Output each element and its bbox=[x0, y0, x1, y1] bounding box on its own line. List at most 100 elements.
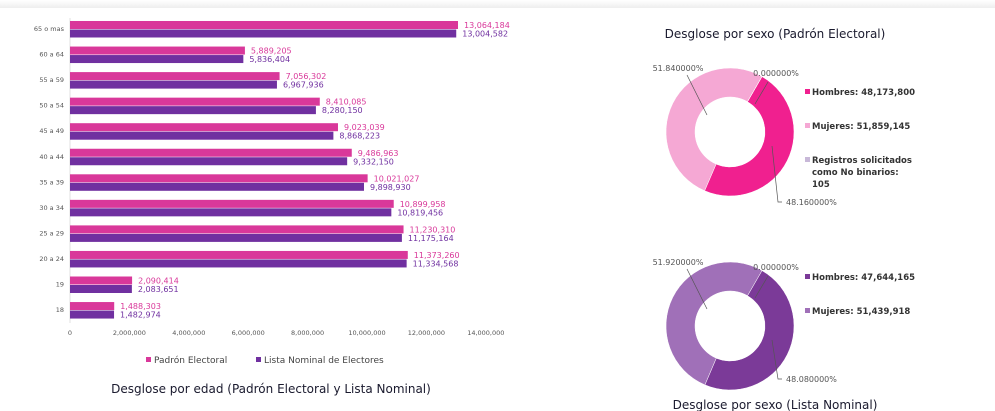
pct-label-nobinario: 0.000000% bbox=[753, 69, 799, 78]
data-label: 9,486,963 bbox=[358, 149, 399, 158]
bar-padron bbox=[70, 72, 280, 81]
x-tick-label: 0 bbox=[68, 329, 72, 337]
legend-hombres: Hombres: 48,173,800 bbox=[812, 88, 915, 98]
data-label: 13,064,184 bbox=[464, 21, 510, 30]
x-tick-label: 10,000,000 bbox=[348, 329, 385, 337]
data-label: 1,482,974 bbox=[120, 311, 161, 320]
data-label: 1,488,303 bbox=[120, 302, 161, 311]
leader-line bbox=[771, 145, 782, 203]
pct-label-mujeres: 51.840000% bbox=[653, 64, 704, 73]
bar-lista bbox=[70, 233, 402, 242]
data-label: 8,868,223 bbox=[339, 132, 380, 141]
pct-label-mujeres: 51.920000% bbox=[653, 258, 704, 267]
pct-label-hombres: 48.160000% bbox=[786, 198, 837, 207]
x-tick-label: 8,000,000 bbox=[291, 329, 324, 337]
category-label: 40 a 44 bbox=[39, 153, 64, 161]
bar-padron bbox=[70, 302, 115, 311]
x-tick-label: 6,000,000 bbox=[232, 329, 265, 337]
bar-lista bbox=[70, 157, 348, 166]
legend-swatch bbox=[805, 89, 810, 94]
data-label: 8,410,085 bbox=[326, 98, 367, 107]
legend-swatch-padron bbox=[146, 357, 151, 362]
x-tick-label: 12,000,000 bbox=[408, 329, 445, 337]
bar-padron bbox=[70, 123, 338, 132]
legend-swatch-lista bbox=[256, 357, 261, 362]
bar-padron bbox=[70, 250, 408, 259]
legend-hombres: Hombres: 47,644,165 bbox=[812, 273, 915, 283]
leader-line bbox=[754, 275, 769, 299]
legend-nobinario: Registros solicitados bbox=[812, 156, 912, 166]
x-tick-label: 2,000,000 bbox=[113, 329, 146, 337]
data-label: 11,230,310 bbox=[410, 225, 456, 234]
data-label: 5,889,205 bbox=[251, 47, 292, 56]
legend-swatch bbox=[805, 308, 810, 313]
bar-padron bbox=[70, 97, 320, 106]
data-label: 9,023,039 bbox=[344, 123, 385, 132]
data-label: 11,175,164 bbox=[408, 234, 454, 243]
data-label: 2,083,651 bbox=[138, 285, 179, 294]
category-label: 55 a 59 bbox=[39, 76, 64, 84]
bar-lista bbox=[70, 29, 457, 38]
bar-padron bbox=[70, 148, 352, 157]
legend-mujeres: Mujeres: 51,439,918 bbox=[812, 307, 910, 317]
bar-lista bbox=[70, 106, 316, 115]
category-label: 30 a 34 bbox=[39, 204, 64, 212]
legend-lista: Lista Nominal de Electores bbox=[264, 356, 384, 366]
leader-line bbox=[686, 268, 708, 310]
category-label: 35 a 39 bbox=[39, 178, 64, 186]
data-label: 9,332,150 bbox=[353, 157, 394, 166]
data-label: 10,819,456 bbox=[397, 208, 443, 217]
data-label: 7,056,302 bbox=[286, 72, 327, 81]
donut-slice-registros bbox=[747, 75, 763, 102]
donut-padron-title: Desglose por sexo (Padrón Electoral) bbox=[665, 27, 886, 41]
data-label: 11,334,568 bbox=[413, 259, 459, 268]
donut-slice-hombres bbox=[704, 76, 795, 197]
legend-swatch bbox=[805, 274, 810, 279]
donut-slice-mujeres bbox=[665, 67, 763, 192]
donut-slice-hombres bbox=[704, 270, 795, 391]
category-label: 25 a 29 bbox=[39, 229, 64, 237]
legend-nobinario-count: 105 bbox=[812, 180, 830, 190]
data-label: 10,899,958 bbox=[400, 200, 446, 209]
leader-line bbox=[754, 81, 769, 105]
bar-padron bbox=[70, 225, 404, 234]
bar-chart-title: Desglose por edad (Padrón Electoral y Li… bbox=[111, 382, 431, 396]
pct-label-hombres: 48.080000% bbox=[786, 375, 837, 384]
bar-lista bbox=[70, 182, 364, 191]
category-label: 20 a 24 bbox=[39, 255, 64, 263]
data-label: 10,021,027 bbox=[374, 174, 420, 183]
bar-lista bbox=[70, 80, 277, 89]
data-label: 9,898,930 bbox=[370, 183, 411, 192]
leader-line bbox=[771, 339, 782, 380]
bar-padron bbox=[70, 21, 459, 29]
data-label: 6,967,936 bbox=[283, 81, 324, 90]
bar-lista bbox=[70, 131, 334, 140]
bar-lista bbox=[70, 208, 392, 217]
legend-mujeres: Mujeres: 51,859,145 bbox=[812, 122, 910, 132]
bar-padron bbox=[70, 46, 245, 55]
bar-lista bbox=[70, 310, 115, 319]
data-label: 5,836,404 bbox=[249, 55, 290, 64]
legend-swatch bbox=[805, 123, 810, 128]
bar-lista bbox=[70, 55, 244, 64]
data-label: 13,004,582 bbox=[462, 30, 508, 39]
data-label: 2,090,414 bbox=[138, 277, 179, 286]
donut-slice-mujeres bbox=[665, 261, 763, 386]
category-label: 19 bbox=[56, 281, 64, 289]
category-label: 45 a 49 bbox=[39, 127, 64, 135]
data-label: 11,373,260 bbox=[414, 251, 460, 260]
category-label: 65 o mas bbox=[34, 25, 65, 33]
legend-padron: Padrón Electoral bbox=[154, 355, 227, 366]
bar-padron bbox=[70, 276, 133, 285]
bar-padron bbox=[70, 174, 368, 183]
legend-nobinario-cont: como No binarios: bbox=[812, 168, 899, 178]
x-tick-label: 14,000,000 bbox=[467, 329, 504, 337]
data-label: 8,280,150 bbox=[322, 106, 363, 115]
category-label: 50 a 54 bbox=[39, 102, 64, 110]
bar-padron bbox=[70, 199, 394, 208]
bar-lista bbox=[70, 259, 407, 268]
bar-lista bbox=[70, 285, 132, 293]
pct-label-nobinario: 0.000000% bbox=[753, 263, 799, 272]
legend-swatch bbox=[805, 157, 810, 162]
